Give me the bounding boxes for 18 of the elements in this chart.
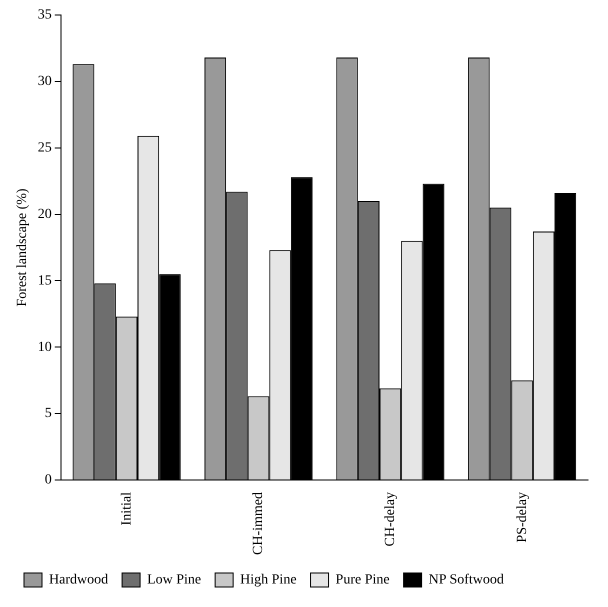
y-tick-label: 5 (44, 406, 52, 422)
legend-label: Low Pine (147, 572, 202, 588)
y-tick-label: 20 (38, 206, 52, 222)
y-tick-label: 15 (38, 273, 52, 288)
legend-label: NP Softwood (428, 572, 504, 588)
y-tick-label: 10 (38, 340, 52, 355)
y-tick-label: 0 (44, 472, 52, 488)
x-tick-label: PS-delay (514, 492, 530, 543)
legend-label: High Pine (240, 572, 297, 588)
y-tick-label: 25 (38, 140, 52, 156)
x-tick-label: Initial (119, 492, 134, 526)
x-tick-label: CH-delay (382, 492, 398, 546)
y-tick-label: 30 (38, 74, 52, 90)
legend-label: Pure Pine (336, 572, 390, 588)
x-tick-label: CH-immed (251, 492, 266, 556)
legend-label: Hardwood (49, 572, 108, 588)
y-tick-label: 35 (38, 8, 52, 23)
y-axis-title: Forest landscape (%) (15, 188, 30, 307)
